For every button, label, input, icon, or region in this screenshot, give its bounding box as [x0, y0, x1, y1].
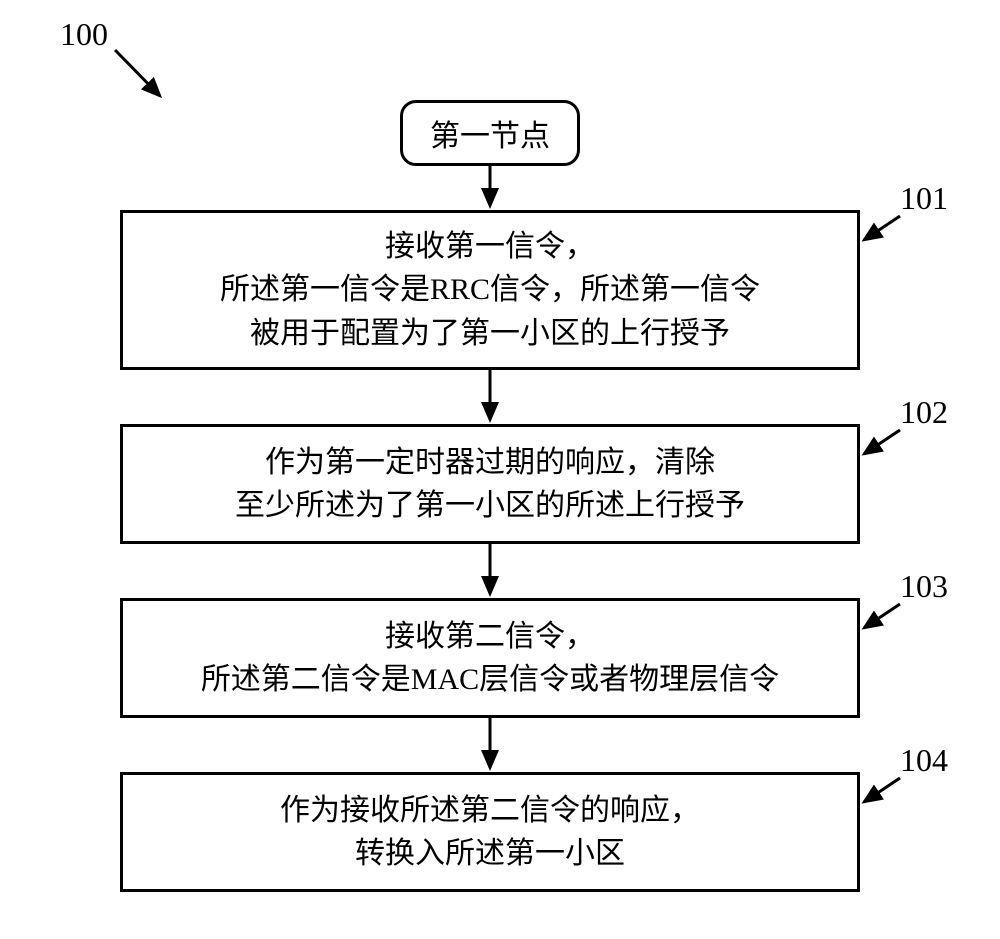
flowchart-container: 100 第一节点 接收第一信令， 所述第一信令是RRC信令，所述第一信令 被用于… — [0, 0, 1000, 939]
step-104-line-1: 作为接收所述第二信令的响应， — [280, 789, 700, 833]
step-101-line-3: 被用于配置为了第一小区的上行授予 — [250, 312, 730, 356]
start-node: 第一节点 — [400, 100, 580, 166]
step-label-101: 101 — [900, 180, 948, 217]
step-104-line-2: 转换入所述第一小区 — [355, 832, 625, 876]
step-101-line-2: 所述第一信令是RRC信令，所述第一信令 — [220, 268, 760, 312]
step-label-104: 104 — [900, 742, 948, 779]
step-label-102-text: 102 — [900, 394, 948, 430]
step-label-103: 103 — [900, 568, 948, 605]
step-101-line-1: 接收第一信令， — [385, 225, 595, 269]
step-102-line-2: 至少所述为了第一小区的所述上行授予 — [235, 484, 745, 528]
start-node-text: 第一节点 — [430, 120, 550, 153]
step-label-102: 102 — [900, 394, 948, 431]
step-103-line-2: 所述第二信令是MAC层信令或者物理层信令 — [201, 658, 779, 702]
step-label-104-text: 104 — [900, 742, 948, 778]
step-box-104: 作为接收所述第二信令的响应， 转换入所述第一小区 — [120, 772, 860, 892]
step-103-line-1: 接收第二信令， — [385, 615, 595, 659]
step-label-101-text: 101 — [900, 180, 948, 216]
step-label-103-text: 103 — [900, 568, 948, 604]
step-box-101: 接收第一信令， 所述第一信令是RRC信令，所述第一信令 被用于配置为了第一小区的… — [120, 210, 860, 370]
step-box-102: 作为第一定时器过期的响应，清除 至少所述为了第一小区的所述上行授予 — [120, 424, 860, 544]
step-box-103: 接收第二信令， 所述第二信令是MAC层信令或者物理层信令 — [120, 598, 860, 718]
step-102-line-1: 作为第一定时器过期的响应，清除 — [265, 441, 715, 485]
